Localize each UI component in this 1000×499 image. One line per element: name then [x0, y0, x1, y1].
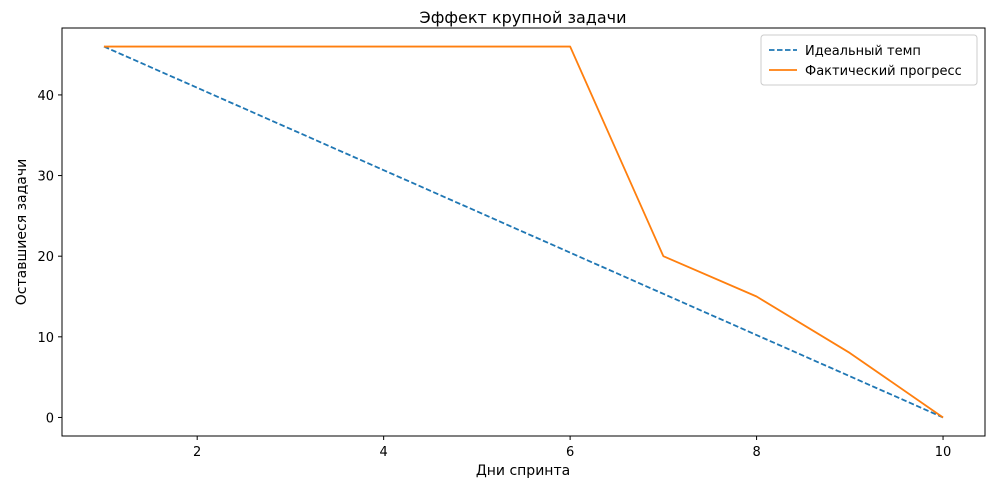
series-layer: [103, 45, 944, 419]
legend-label: Идеальный темп: [805, 44, 921, 59]
actual-progress-line: [103, 45, 944, 419]
legend-box: [760, 34, 978, 86]
chart-title: Эффект крупной задачи: [420, 8, 627, 27]
axes-frame: [61, 27, 986, 437]
legend-label: Фактический прогресс: [805, 64, 962, 79]
x-axis: 2 4 6 8 10: [193, 436, 951, 460]
x-tick-label: 4: [380, 445, 388, 460]
x-tick-label: 6: [566, 445, 574, 460]
y-tick-label: 40: [37, 89, 54, 104]
x-tick-label: 2: [193, 445, 201, 460]
y-axis-label: Оставшиеся задачи: [14, 159, 30, 305]
y-tick-label: 0: [46, 411, 54, 426]
y-tick-label: 20: [37, 250, 54, 265]
x-axis-label: Дни спринта: [476, 463, 570, 479]
x-tick-label: 8: [752, 445, 760, 460]
y-tick-label: 30: [37, 170, 54, 185]
y-tick-label: 10: [37, 331, 54, 346]
x-tick-label: 10: [935, 445, 952, 460]
ideal-pace-line: [103, 45, 944, 419]
y-axis: 0 10 20 30 40: [37, 89, 62, 426]
legend: Идеальный темп Фактический прогресс: [760, 34, 978, 86]
